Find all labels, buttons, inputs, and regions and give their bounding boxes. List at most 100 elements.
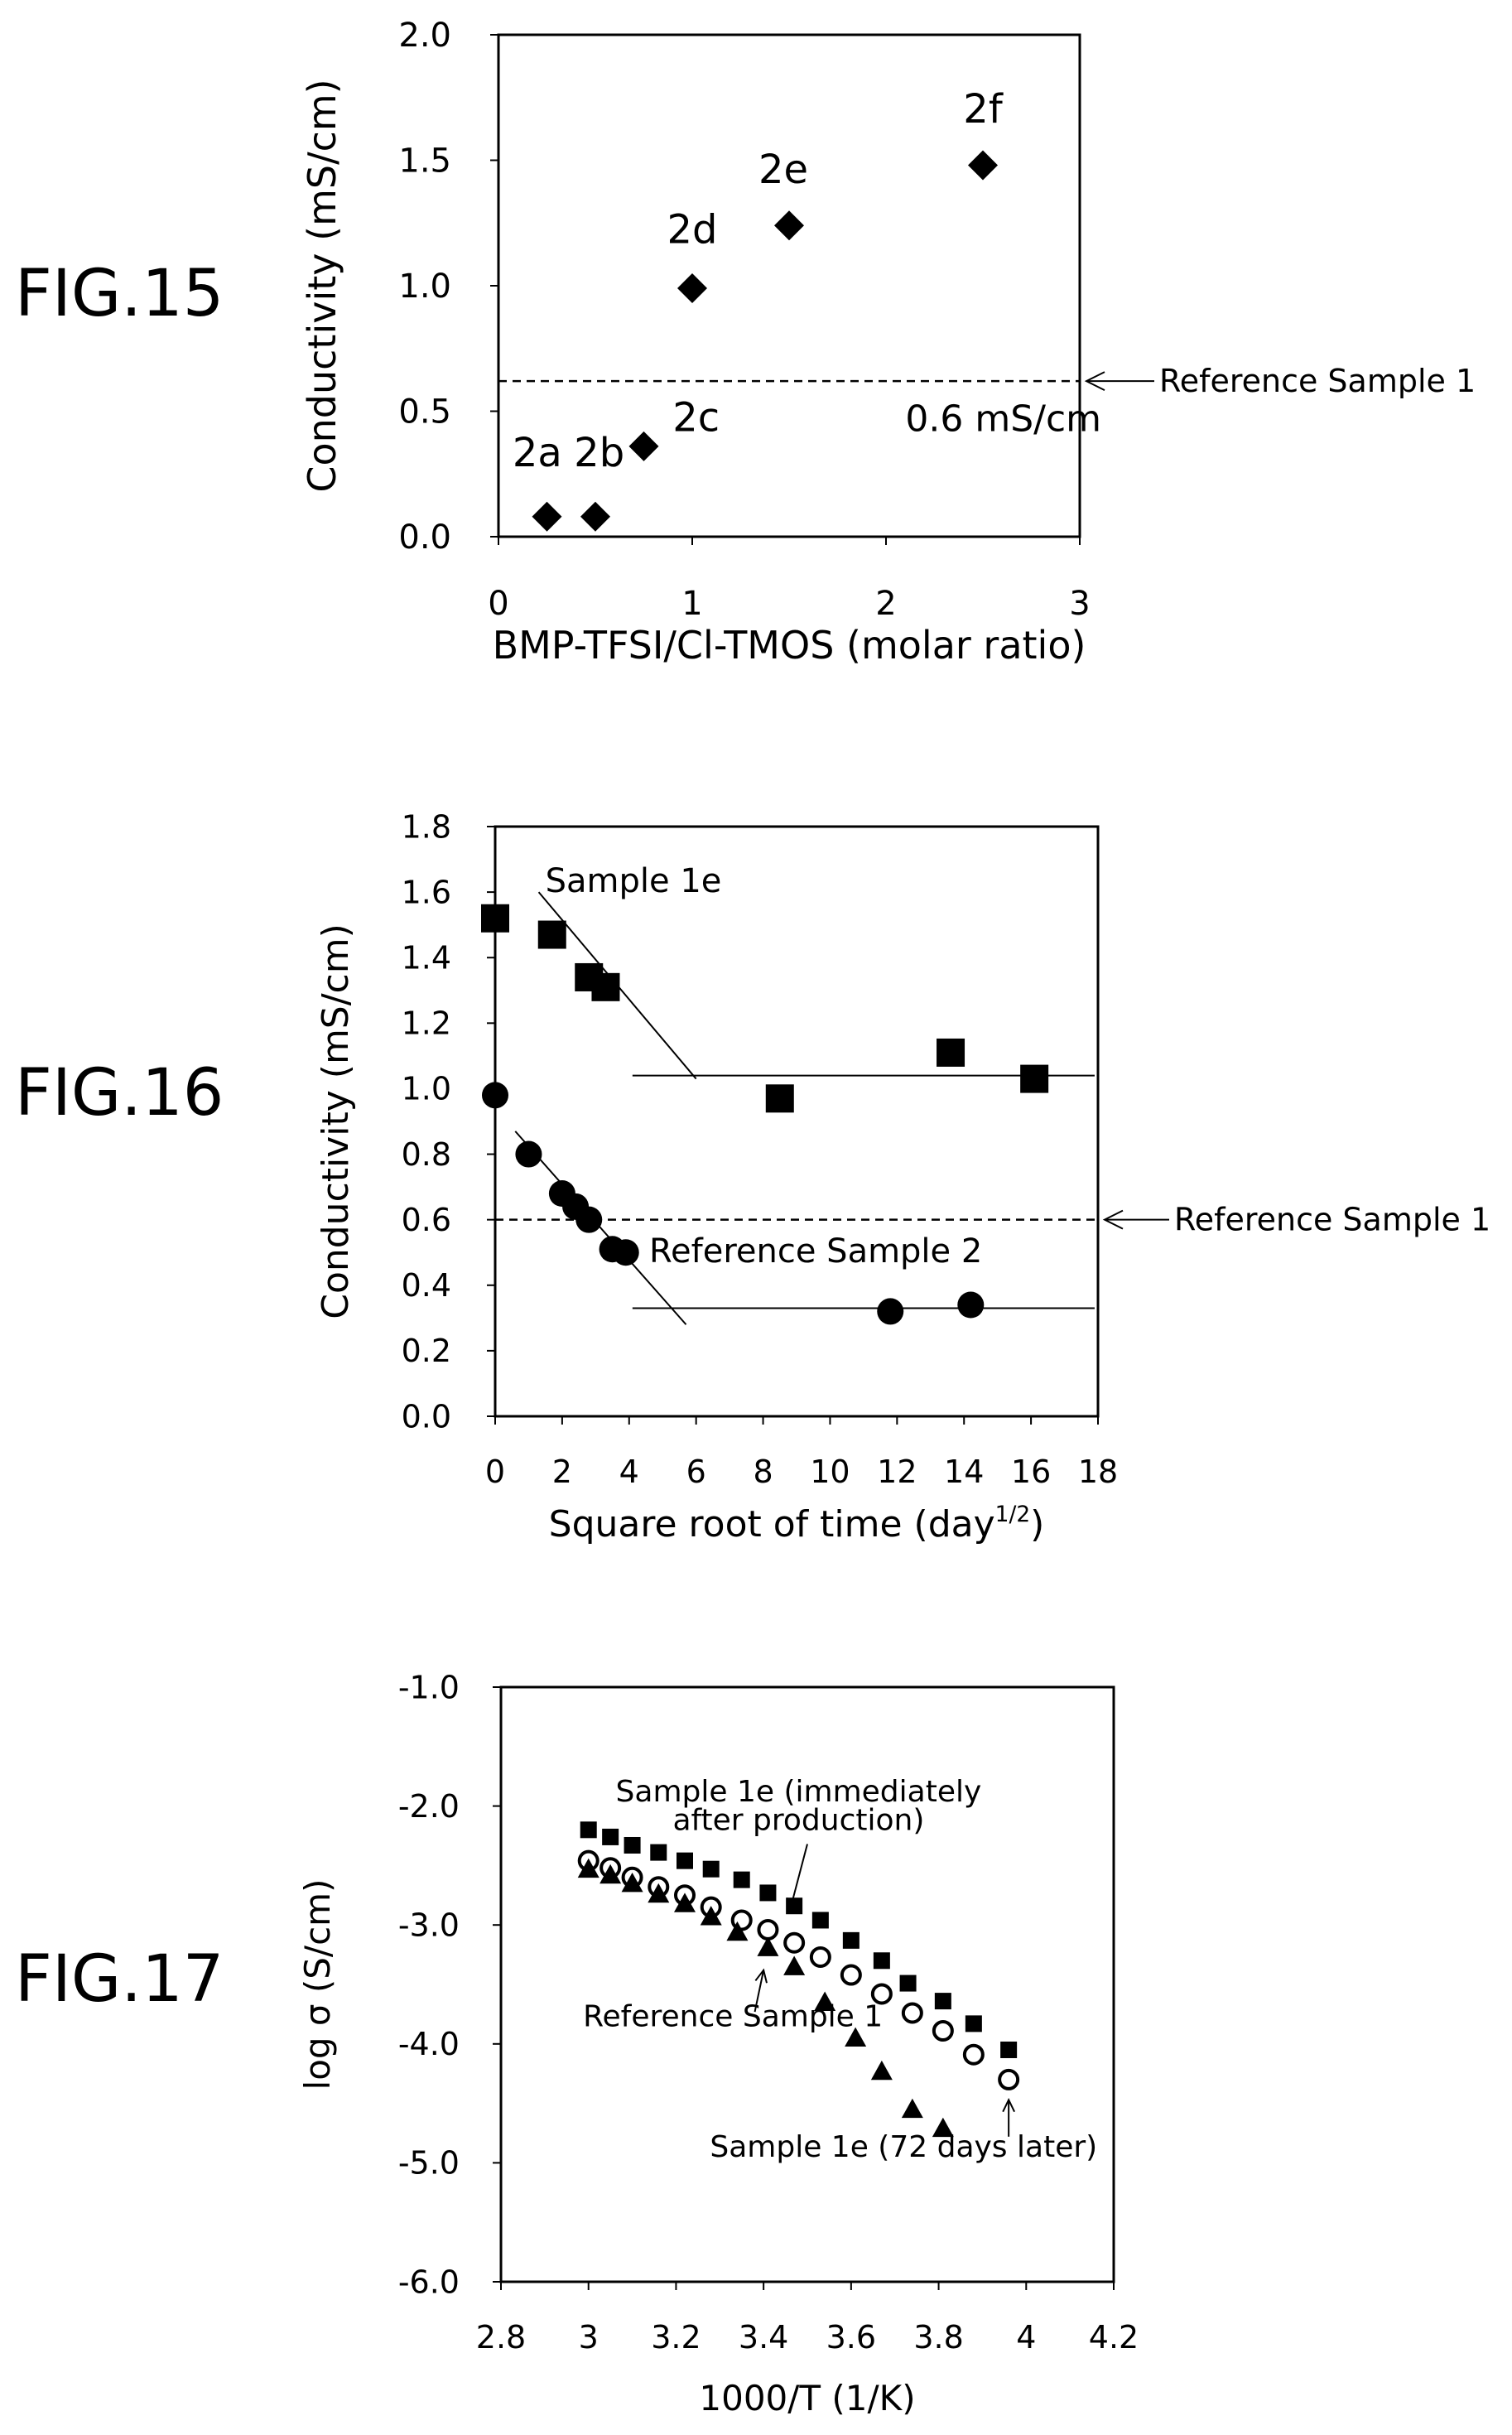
x-tick-label: 2 xyxy=(875,585,896,623)
annotation-arrow-line xyxy=(788,1844,808,1912)
x-tick-label: 4 xyxy=(619,1454,639,1490)
data-point-filled-triangle xyxy=(648,1883,670,1903)
chart-3: 2.8 3 3.2 3.4 3.6 3.8 4 4.2 -6.0 -5.0 -4.0 -3.0 -2.0… xyxy=(297,1669,1139,2418)
y-tick-label: -6.0 xyxy=(398,2264,460,2300)
data-point-filled-square xyxy=(702,1860,720,1878)
y-tick-label: 0.4 xyxy=(402,1267,451,1304)
data-point-open-circle xyxy=(962,2043,985,2066)
y-tick-label: -2.0 xyxy=(398,1788,460,1825)
data-point-circle xyxy=(515,1140,542,1168)
data-point-circle xyxy=(877,1298,904,1325)
data-point-filled-square xyxy=(624,1836,641,1854)
y-tick-label: 1.0 xyxy=(398,268,451,306)
data-point-filled-triangle xyxy=(932,2117,954,2138)
data-point-open-circle xyxy=(870,1983,893,2005)
data-point-open-circle xyxy=(809,1946,831,1968)
data-point-diamond xyxy=(628,431,659,461)
data-point-open-circle xyxy=(901,2002,923,2024)
fig17-label: FIG.17 xyxy=(15,1942,224,2017)
data-point-filled-square xyxy=(899,1975,917,1992)
data-point-square xyxy=(765,1084,794,1113)
point-label: 2d xyxy=(667,206,717,253)
x-tick-label: 3.4 xyxy=(739,2319,788,2355)
fig15-label: FIG.15 xyxy=(15,257,224,331)
y-tick-label: -3.0 xyxy=(398,1907,460,1944)
y-tick-label: 2.0 xyxy=(398,17,451,55)
x-tick-label: 2 xyxy=(552,1454,572,1490)
data-point-circle xyxy=(575,1206,603,1233)
data-point-diamond xyxy=(774,210,804,241)
x-tick-label: 4 xyxy=(1016,2319,1036,2355)
data-point-diamond xyxy=(968,150,998,181)
x-tick-label: 3 xyxy=(1069,585,1090,623)
y-tick-label: -4.0 xyxy=(398,2026,460,2062)
chart-2: 0 2 4 6 8 10 12 14 16 18 0.0 0.2 0.4 0.6 0.8 1.0 1.2 1.4 1… xyxy=(315,808,1490,1545)
reference-label: Reference Sample 1 xyxy=(1174,1202,1490,1238)
fig16-label: FIG.16 xyxy=(15,1056,224,1131)
data-point-open-circle xyxy=(783,1931,806,1954)
data-point-filled-triangle xyxy=(600,1864,622,1884)
data-point-filled-triangle xyxy=(814,1991,836,2011)
x-tick-label: 1 xyxy=(681,585,702,623)
annotation-arrow-head xyxy=(754,1968,768,1984)
x-axis-label: BMP-TFSI/Cl-TMOS (molar ratio) xyxy=(493,623,1086,668)
data-point-filled-triangle xyxy=(621,1872,643,1893)
y-tick-label: 0.5 xyxy=(398,393,451,432)
x-tick-label: 6 xyxy=(686,1454,706,1490)
data-point-filled-triangle xyxy=(700,1906,722,1926)
data-point-open-circle xyxy=(840,1964,862,1986)
data-point-filled-triangle xyxy=(757,1936,779,1956)
y-tick-label: 0.2 xyxy=(402,1333,451,1369)
data-point-open-circle xyxy=(757,1918,779,1941)
x-tick-label: 2.8 xyxy=(476,2319,526,2355)
data-point-diamond xyxy=(677,273,707,304)
data-point-filled-triangle xyxy=(870,2060,893,2081)
annotation-arrow-head xyxy=(786,1897,800,1913)
data-point-square xyxy=(537,920,566,949)
annotation-text: Sample 1e (72 days later) xyxy=(710,2130,1097,2164)
x-tick-label: 18 xyxy=(1078,1454,1118,1490)
plot-frame xyxy=(494,825,1100,1418)
data-point-filled-square xyxy=(1000,2041,1018,2058)
x-tick-label: 10 xyxy=(810,1454,850,1490)
y-axis-label: log σ (S/cm) xyxy=(297,1879,338,2090)
y-tick-label: -5.0 xyxy=(398,2145,460,2182)
annotation-arrow-line xyxy=(754,1970,765,2013)
point-label: 2b xyxy=(574,430,624,476)
data-point-filled-triangle xyxy=(901,2098,923,2119)
annotation-arrow-head xyxy=(1002,2097,1016,2113)
x-tick-label: 3.2 xyxy=(651,2319,701,2355)
annotation-text: after production) xyxy=(672,1803,924,1837)
plot-frame xyxy=(499,1685,1115,2283)
y-axis-label: Conductivity (mS/cm) xyxy=(315,923,357,1319)
reference-arrow-head xyxy=(1102,1209,1124,1230)
data-point-square xyxy=(937,1038,965,1067)
data-point-square xyxy=(591,972,620,1001)
trend-line xyxy=(514,1131,687,1325)
x-tick-label: 0 xyxy=(488,585,508,623)
data-point-filled-triangle xyxy=(726,1921,749,1941)
data-point-square xyxy=(481,904,509,933)
data-point-filled-square xyxy=(842,1931,860,1949)
x-axis-label: 1000/T (1/K) xyxy=(699,2378,915,2418)
data-point-open-circle xyxy=(998,2068,1020,2090)
data-point-circle xyxy=(957,1291,985,1319)
data-point-circle xyxy=(482,1082,508,1109)
y-tick-label: 0.0 xyxy=(398,518,451,557)
point-label: 2a xyxy=(513,430,562,476)
data-point-filled-square xyxy=(602,1828,619,1845)
y-axis-label: Conductivity (mS/cm) xyxy=(300,79,344,492)
x-tick-label: 3.8 xyxy=(913,2319,963,2355)
data-point-diamond xyxy=(532,501,562,532)
data-point-circle xyxy=(612,1239,639,1266)
data-point-filled-square xyxy=(677,1852,693,1869)
point-label: 2f xyxy=(963,86,1004,133)
y-tick-label: 1.8 xyxy=(402,808,451,845)
data-point-filled-triangle xyxy=(577,1858,600,1878)
x-tick-label: 3 xyxy=(579,2319,599,2355)
annotation-text: Reference Sample 1 xyxy=(583,1999,883,2033)
annotation-text: 0.6 mS/cm xyxy=(905,398,1101,441)
chart-1: 0 1 2 3 0.0 0.5 1.0 1.5 2.0 BMP-TFSI/Cl-TMOS (mol… xyxy=(300,17,1476,668)
y-tick-label: -1.0 xyxy=(398,1669,460,1705)
